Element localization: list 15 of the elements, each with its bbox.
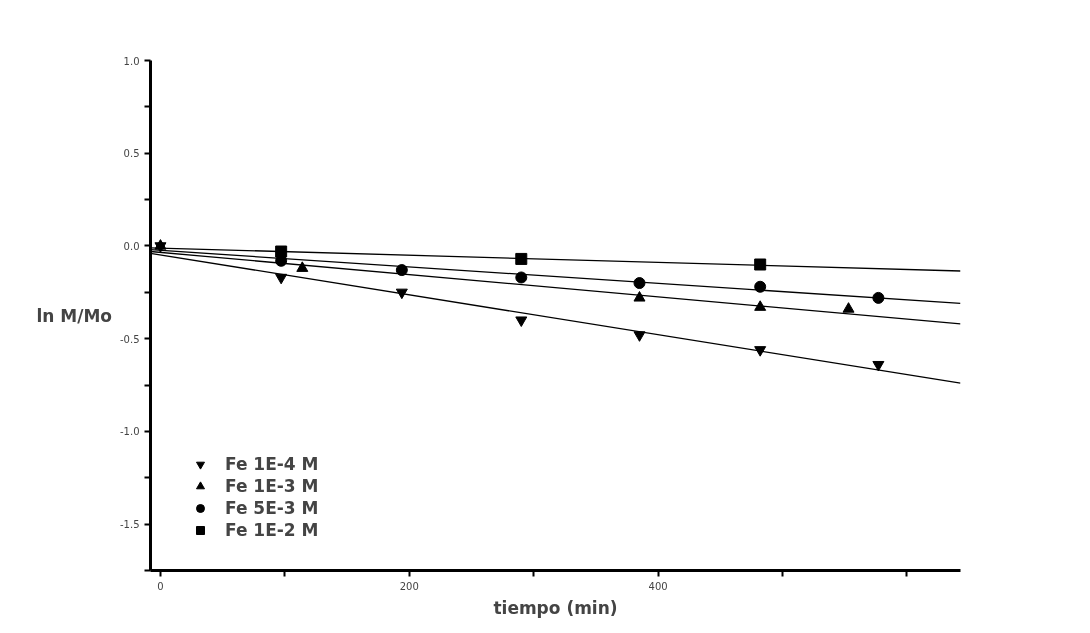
legend-label: Fe 5E-3 M [225,498,319,518]
y-tick-label: -1.5 [119,519,140,531]
x-tick-label: 400 [648,580,668,592]
y-axis-title: ln M/Mo [36,305,112,326]
legend-label: Fe 1E-3 M [225,476,319,496]
legend-label: Fe 1E-2 M [225,520,319,540]
y-tick-label: 1.0 [123,55,140,67]
y-tick-label: 0.0 [123,240,140,252]
y-tick-label: -0.5 [119,333,140,345]
y-tick-label: 0.5 [123,148,140,160]
legend-label: Fe 1E-4 M [225,454,319,474]
y-tick-label: -1.0 [119,426,140,438]
x-tick-label: 200 [399,580,419,592]
x-axis-title: tiempo (min) [493,597,618,618]
x-tick-label: 0 [157,580,164,592]
